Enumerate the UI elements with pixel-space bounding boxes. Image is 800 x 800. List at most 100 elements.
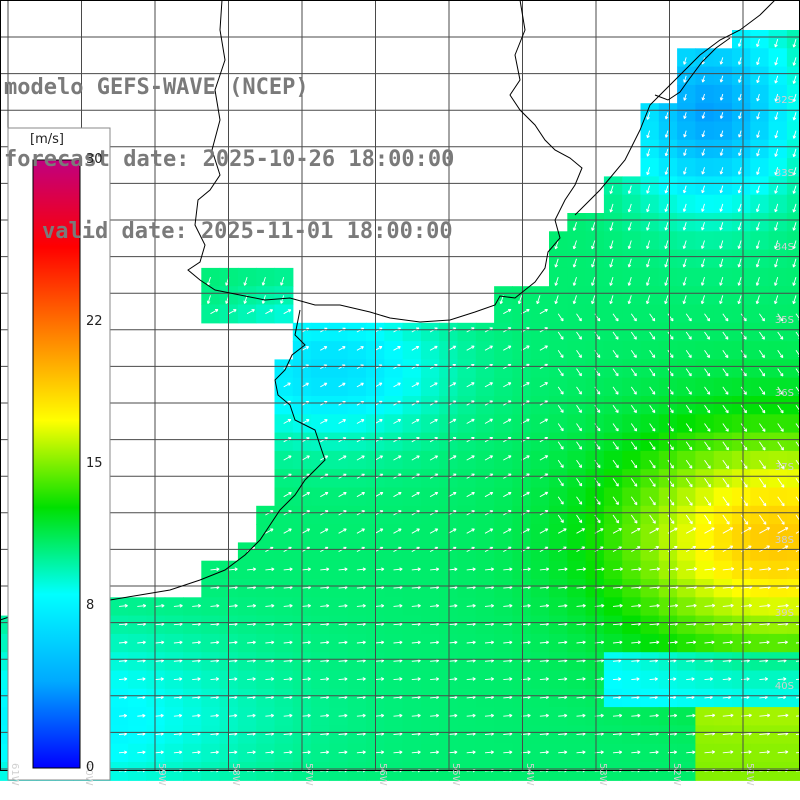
wind-arrow — [466, 713, 476, 718]
wind-arrow — [301, 603, 311, 608]
wind-arrow — [430, 713, 440, 718]
wind-arrow — [792, 130, 797, 139]
wind-arrow — [774, 185, 779, 194]
wind-arrow — [755, 222, 760, 231]
wind-arrow — [576, 441, 583, 450]
wind-arrow — [503, 750, 513, 755]
wind-arrow — [320, 640, 330, 645]
wind-arrow — [667, 386, 674, 395]
wind-arrow — [228, 309, 237, 315]
wind-arrow — [737, 240, 742, 250]
wind-speed-cell — [786, 304, 800, 324]
wind-arrow — [612, 313, 619, 322]
longitude-label: 61W — [9, 763, 20, 786]
wind-arrow — [283, 677, 293, 681]
wind-arrow — [664, 112, 669, 120]
wind-arrow — [682, 258, 687, 268]
wind-arrow — [792, 167, 797, 176]
wind-arrow — [683, 75, 687, 83]
wind-arrow — [774, 240, 779, 250]
wind-arrow — [265, 603, 275, 608]
wind-speed-cell — [786, 176, 800, 196]
wind-arrow — [393, 528, 402, 534]
latitude-label: 40S — [774, 681, 794, 693]
wind-arrow — [631, 713, 641, 718]
wind-arrow — [228, 640, 238, 645]
wind-arrow — [539, 491, 549, 498]
wind-speed-cell — [786, 707, 800, 726]
wind-arrow — [557, 404, 564, 413]
wind-arrow — [576, 677, 586, 681]
wind-speed-cell — [786, 213, 800, 232]
latitude-label: 34S — [774, 241, 794, 253]
wind-arrow — [576, 514, 583, 524]
coastline-path — [187, 0, 583, 323]
wind-arrow — [591, 276, 596, 286]
wind-arrow — [521, 603, 531, 608]
wind-arrow — [630, 313, 637, 322]
wind-arrow — [630, 514, 638, 524]
wind-arrow — [701, 203, 705, 212]
wind-arrow — [430, 603, 440, 608]
longitude-label: 52W — [670, 763, 682, 786]
wind-arrow — [448, 528, 457, 534]
wind-arrow — [683, 93, 687, 101]
wind-arrow — [755, 240, 760, 250]
wind-arrow — [503, 345, 512, 351]
wind-arrow — [374, 491, 384, 498]
wind-arrow — [503, 418, 512, 424]
wind-arrow — [792, 295, 797, 305]
wind-arrow — [777, 386, 784, 395]
wind-arrow — [777, 441, 784, 451]
wind-arrow — [631, 527, 641, 534]
wind-arrow — [430, 677, 440, 681]
wind-arrow — [356, 455, 365, 461]
wind-arrow — [320, 567, 330, 572]
wind-arrow — [576, 459, 583, 469]
wind-arrow — [356, 528, 365, 534]
wind-arrow — [265, 750, 275, 755]
wind-arrow — [338, 346, 346, 351]
wind-arrow — [649, 459, 656, 469]
wind-arrow — [280, 276, 285, 286]
wind-arrow — [740, 368, 747, 377]
wind-arrow — [411, 677, 421, 681]
longitude-label: 55W — [450, 763, 461, 786]
wind-arrow — [539, 528, 549, 534]
wind-arrow — [756, 57, 760, 66]
wind-arrow — [795, 642, 800, 644]
wind-arrow — [118, 603, 128, 608]
wind-arrow — [557, 313, 564, 322]
wind-arrow — [192, 640, 201, 645]
wind-arrow — [576, 603, 586, 608]
wind-arrow — [704, 404, 711, 414]
wind-arrow — [210, 567, 220, 572]
wind-arrow — [484, 640, 495, 645]
wind-arrow — [118, 750, 128, 755]
wind-arrow — [737, 38, 742, 47]
wind-arrow — [777, 404, 784, 414]
wind-arrow — [756, 185, 760, 194]
longitude-label: 57W — [303, 763, 314, 786]
wind-arrow — [466, 491, 475, 498]
longitude-label: 59W — [156, 763, 167, 786]
wind-arrow — [576, 350, 582, 358]
wind-arrow — [448, 491, 457, 498]
wind-arrow — [320, 677, 330, 681]
lat-lon-grid — [0, 0, 800, 771]
wind-arrow — [795, 605, 800, 607]
wind-arrow — [466, 418, 475, 424]
wind-arrow — [792, 112, 797, 121]
wind-arrow — [630, 368, 637, 377]
wind-arrow — [466, 455, 475, 461]
wind-arrow — [375, 750, 385, 755]
wind-arrow — [338, 603, 348, 608]
wind-speed-cell — [786, 450, 800, 470]
wind-arrow — [612, 386, 619, 395]
wind-arrow — [704, 386, 711, 395]
wind-arrow — [539, 640, 550, 645]
wind-arrow — [683, 130, 687, 138]
wind-arrow — [737, 185, 742, 194]
wind-arrow — [301, 713, 311, 718]
wind-arrow — [777, 750, 789, 754]
